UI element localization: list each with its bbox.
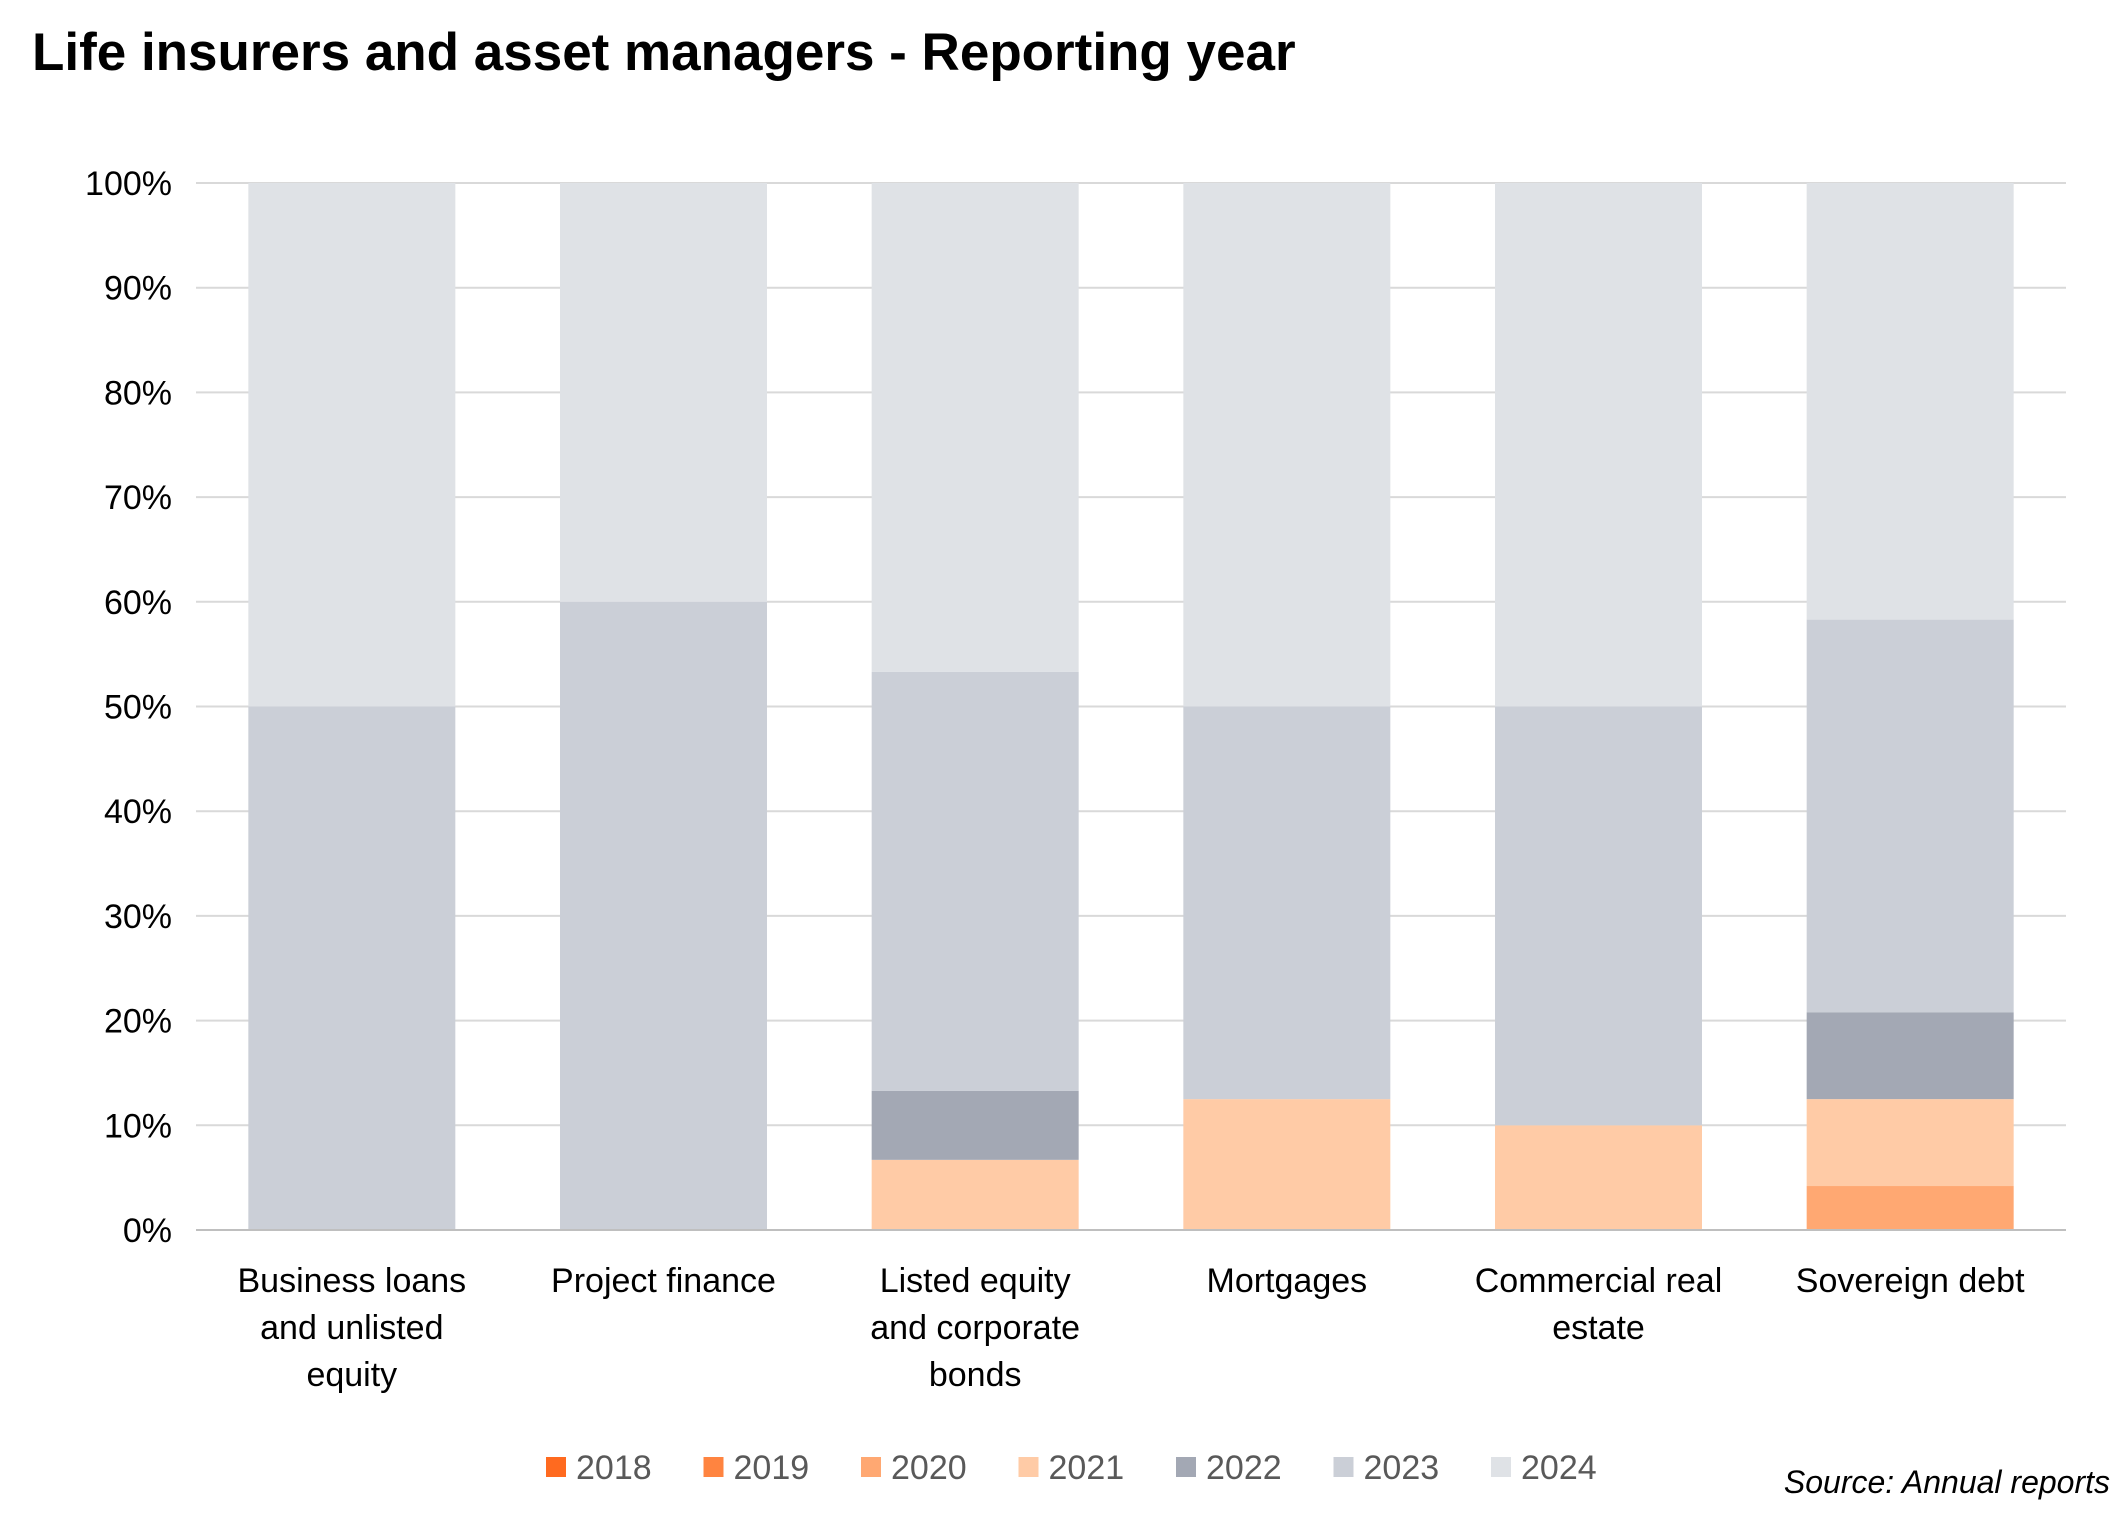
x-category-label: Commercial real estate	[1475, 1262, 1723, 1347]
bar-segment-2023	[871, 671, 1079, 1091]
legend-swatch	[861, 1457, 881, 1477]
bar-segments	[248, 183, 2014, 1230]
y-tick-label: 50%	[104, 689, 172, 727]
bar-segment-2023	[1183, 706, 1391, 1100]
bar-segment-2023	[1806, 619, 2014, 1013]
legend-item-2022: 2022	[1176, 1449, 1282, 1487]
chart-title: Life insurers and asset managers - Repor…	[32, 23, 1296, 82]
x-category-labels: Business loans and unlisted equity Project …	[237, 1262, 2025, 1394]
bar-segment-2022	[1806, 1012, 2014, 1100]
bar-segment-2021	[1495, 1125, 1702, 1230]
bar-segment-2024	[1495, 183, 1702, 707]
legend-swatch	[1491, 1457, 1511, 1477]
bar-segment-2021	[1183, 1099, 1391, 1230]
legend-swatch	[546, 1457, 566, 1477]
y-tick-label: 70%	[104, 479, 172, 517]
y-tick-labels: 0% 10% 20% 30% 40% 50% 60% 70% 80% 90% 100%	[85, 165, 172, 1250]
legend-swatch	[1176, 1457, 1196, 1477]
legend-label: 2023	[1364, 1449, 1440, 1487]
bar-segment-2024	[248, 183, 456, 707]
y-tick-label: 80%	[104, 374, 172, 412]
legend: 2018 2019 2020 2021 2022 2023 2024	[546, 1449, 1597, 1487]
bar-segment-2023	[1495, 706, 1702, 1126]
source-note: Source: Annual reports	[1783, 1464, 2110, 1500]
legend-item-2024: 2024	[1491, 1449, 1597, 1487]
legend-label: 2018	[576, 1449, 652, 1487]
gridlines	[196, 182, 2066, 1127]
y-tick-label: 60%	[104, 584, 172, 622]
legend-label: 2020	[891, 1449, 967, 1487]
y-tick-label: 20%	[104, 1003, 172, 1041]
legend-swatch	[703, 1457, 724, 1477]
y-tick-label: 10%	[104, 1107, 172, 1145]
bar-segment-2023	[560, 601, 767, 1230]
y-tick-label: 0%	[123, 1212, 172, 1250]
legend-item-2020: 2020	[861, 1449, 967, 1487]
legend-item-2021: 2021	[1018, 1449, 1125, 1487]
bar-segment-2021	[871, 1159, 1079, 1230]
bar-segment-2021	[1806, 1099, 2014, 1187]
y-tick-label: 100%	[85, 165, 172, 203]
y-tick-label: 30%	[104, 898, 172, 936]
x-category-label: Mortgages	[1207, 1262, 1368, 1300]
legend-label: 2022	[1206, 1449, 1282, 1487]
bar-segment-2024	[871, 183, 1079, 672]
y-tick-label: 40%	[104, 793, 172, 831]
legend-label: 2019	[734, 1449, 810, 1487]
x-category-label: Project finance	[551, 1262, 776, 1300]
y-tick-label: 90%	[104, 270, 172, 308]
legend-label: 2021	[1049, 1449, 1125, 1487]
legend-item-2019: 2019	[703, 1449, 810, 1487]
x-category-label: Listed equity and corporate bonds	[870, 1262, 1080, 1394]
legend-label: 2024	[1521, 1449, 1597, 1487]
bar-segment-2020	[1806, 1186, 2014, 1230]
bar-segment-2022	[871, 1090, 1079, 1160]
legend-swatch	[1333, 1457, 1354, 1477]
bar-segment-2024	[1806, 183, 2014, 620]
legend-item-2018: 2018	[546, 1449, 652, 1487]
legend-swatch	[1018, 1457, 1039, 1477]
x-category-label: Business loans and unlisted equity	[237, 1262, 466, 1394]
bar-segment-2024	[1183, 183, 1391, 707]
legend-item-2023: 2023	[1333, 1449, 1440, 1487]
bar-segment-2023	[248, 706, 456, 1230]
bar-segment-2024	[560, 183, 767, 602]
x-category-label: Sovereign debt	[1796, 1262, 2025, 1300]
